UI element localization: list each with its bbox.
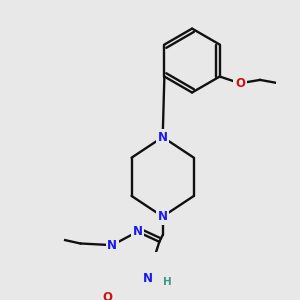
Text: N: N: [107, 239, 117, 252]
Text: N: N: [133, 225, 142, 238]
Text: H: H: [163, 277, 171, 287]
Text: O: O: [235, 77, 245, 90]
Text: N: N: [158, 210, 168, 223]
Text: N: N: [142, 272, 153, 285]
Text: O: O: [102, 291, 112, 300]
Text: N: N: [158, 130, 168, 144]
